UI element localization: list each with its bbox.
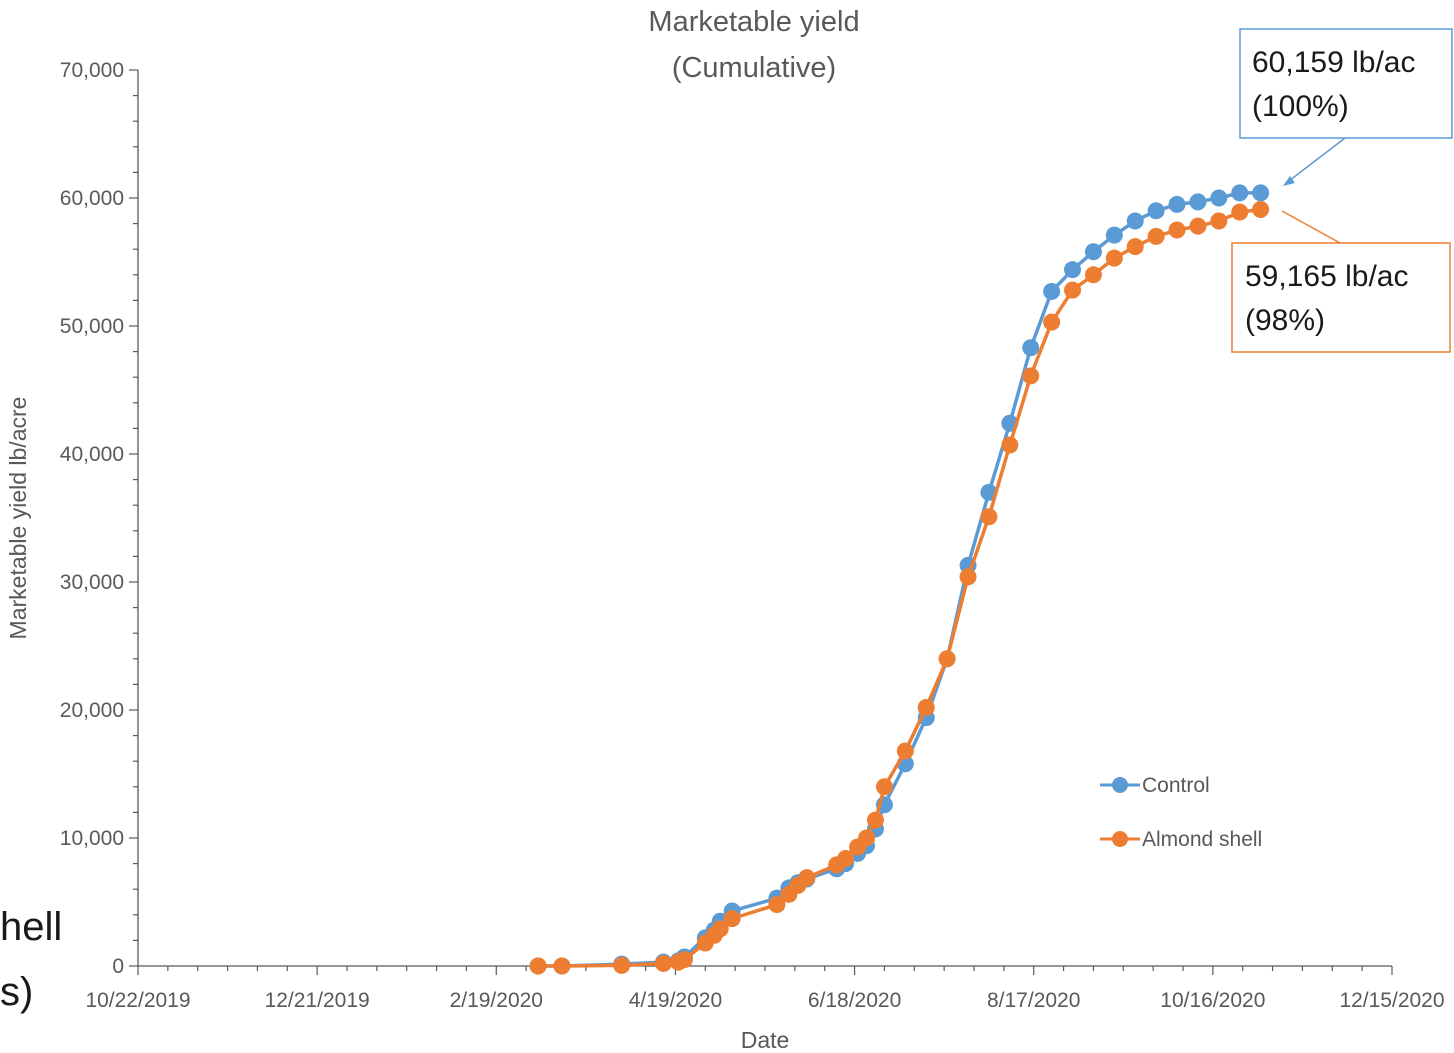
- y-tick-label: 70,000: [60, 59, 124, 82]
- callout-control-percent: (100%): [1252, 90, 1349, 123]
- data-point-almond-shell: [938, 650, 956, 668]
- x-tick-label: 8/17/2020: [987, 989, 1080, 1012]
- x-tick-label: 10/22/2019: [85, 989, 190, 1012]
- x-tick-label: 12/21/2019: [265, 989, 370, 1012]
- callout-control-value: 60,159 lb/ac: [1252, 46, 1415, 79]
- data-point-almond-shell: [1105, 249, 1123, 267]
- data-point-almond-shell: [866, 811, 884, 829]
- background-fragment-1: hell: [0, 905, 62, 949]
- data-point-almond-shell: [1210, 212, 1228, 230]
- y-tick-label: 10,000: [60, 827, 124, 850]
- series-control: [529, 184, 1270, 975]
- data-point-control: [1084, 243, 1102, 261]
- x-tick-label: 2/19/2020: [450, 989, 543, 1012]
- y-tick-label: 30,000: [60, 571, 124, 594]
- data-point-almond-shell: [1022, 367, 1040, 385]
- series-line-almond-shell: [538, 207, 1261, 968]
- legend-label-almond-shell: Almond shell: [1142, 828, 1262, 851]
- data-point-almond-shell: [553, 957, 571, 975]
- legend-item-almond-shell: Almond shell: [1100, 828, 1262, 851]
- x-tick-label: 6/18/2020: [808, 989, 901, 1012]
- data-point-almond-shell: [711, 920, 729, 938]
- data-point-almond-shell: [959, 568, 977, 586]
- data-point-control: [1126, 212, 1144, 230]
- data-point-control: [1147, 202, 1165, 220]
- data-point-control: [1022, 339, 1040, 357]
- callout-almond-shell: 59,165 lb/ac (98%): [1231, 210, 1451, 353]
- data-point-almond-shell: [896, 742, 914, 760]
- data-point-almond-shell: [1064, 281, 1082, 299]
- data-point-almond-shell: [1252, 201, 1270, 219]
- data-point-control: [1105, 226, 1123, 244]
- data-point-almond-shell: [837, 849, 855, 867]
- data-point-almond-shell: [858, 829, 876, 847]
- data-point-control: [1252, 184, 1270, 202]
- data-point-almond-shell: [1168, 221, 1186, 239]
- data-point-control: [1231, 184, 1249, 202]
- legend: Control Almond shell: [1100, 774, 1262, 851]
- chart-title: Marketable yield: [648, 6, 859, 38]
- x-tick-label: 10/16/2020: [1160, 989, 1265, 1012]
- legend-item-control: Control: [1100, 774, 1210, 797]
- data-point-almond-shell: [1231, 203, 1249, 221]
- y-tick-label: 50,000: [60, 315, 124, 338]
- data-point-almond-shell: [1189, 217, 1207, 235]
- data-point-almond-shell: [675, 951, 693, 969]
- background-fragment-2: s): [0, 970, 33, 1014]
- data-point-almond-shell: [798, 869, 816, 887]
- data-point-almond-shell: [875, 778, 893, 796]
- y-axis-ticks: 0 10,000 20,000 30,000 40,000 50,000 60,000 70,…: [60, 59, 138, 978]
- y-tick-label: 60,000: [60, 187, 124, 210]
- chart-subtitle: (Cumulative): [672, 52, 836, 84]
- callout-almond-shell-percent: (98%): [1245, 304, 1325, 337]
- x-axis-title: Date: [741, 1027, 790, 1053]
- legend-marker-almond-shell: [1112, 831, 1128, 847]
- x-axis-ticks: 10/22/2019 12/21/2019 2/19/2020 4/19/2020 6/…: [85, 966, 1445, 1012]
- callout-almond-shell-value: 59,165 lb/ac: [1245, 260, 1408, 293]
- data-point-almond-shell: [723, 910, 741, 928]
- y-tick-label: 20,000: [60, 699, 124, 722]
- series-layer: [529, 184, 1270, 975]
- data-point-almond-shell: [917, 698, 935, 716]
- legend-label-control: Control: [1142, 774, 1210, 797]
- data-point-control: [1189, 193, 1207, 211]
- data-point-control: [1168, 195, 1186, 213]
- data-point-almond-shell: [529, 957, 547, 975]
- data-point-control: [1043, 282, 1061, 300]
- data-point-almond-shell: [768, 896, 786, 914]
- data-point-almond-shell: [1126, 238, 1144, 256]
- y-tick-label: 40,000: [60, 443, 124, 466]
- callout-control: 60,159 lb/ac (100%): [1239, 28, 1453, 186]
- data-point-almond-shell: [613, 956, 631, 974]
- legend-marker-control: [1112, 777, 1128, 793]
- data-point-almond-shell: [1084, 266, 1102, 284]
- data-point-control: [1210, 189, 1228, 207]
- x-tick-label: 4/19/2020: [629, 989, 722, 1012]
- data-point-almond-shell: [654, 954, 672, 972]
- data-point-control: [1064, 261, 1082, 279]
- data-point-almond-shell: [980, 508, 998, 526]
- data-point-almond-shell: [1147, 227, 1165, 245]
- data-point-almond-shell: [1043, 313, 1061, 331]
- y-axis-title: Marketable yield lb/acre: [5, 397, 31, 640]
- y-tick-label: 0: [112, 955, 124, 978]
- data-point-almond-shell: [1001, 436, 1019, 454]
- series-almond-shell: [529, 201, 1270, 975]
- x-tick-label: 12/15/2020: [1339, 989, 1444, 1012]
